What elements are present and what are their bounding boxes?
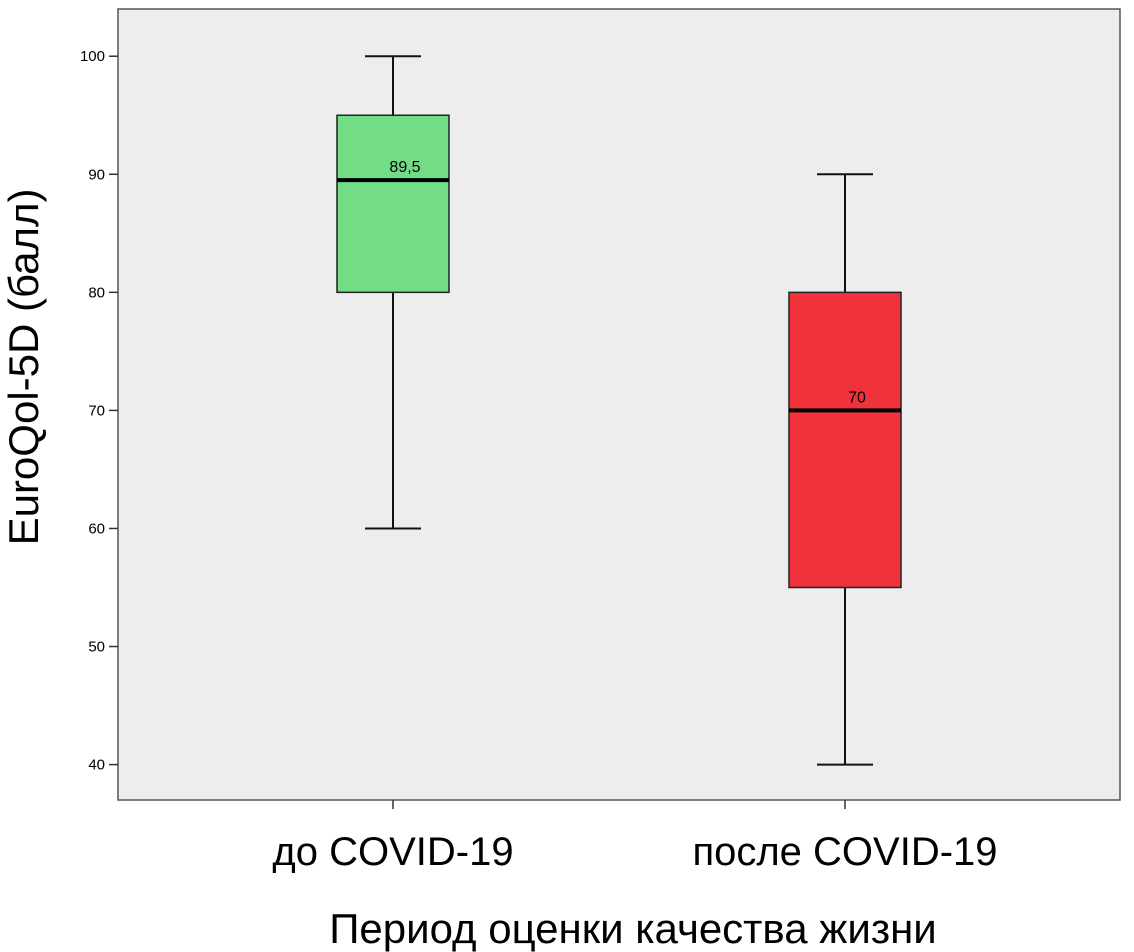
median-label: 89,5 — [389, 159, 420, 176]
y-tick-label: 100 — [80, 48, 105, 65]
y-tick-label: 60 — [88, 520, 105, 537]
box-2: 70 — [788, 173, 902, 766]
median-label: 70 — [848, 389, 866, 406]
box-1: 89,5 — [336, 55, 450, 530]
boxes: 89,5 70 — [336, 55, 902, 766]
iqr-box — [788, 291, 902, 589]
iqr-box — [336, 114, 450, 294]
x-axis-title: Период оценки качества жизни — [329, 905, 937, 952]
y-tick-label: 80 — [88, 284, 105, 301]
x-tick-label: после COVID-19 — [692, 830, 997, 874]
y-axis-title: EuroQol-5D (балл) — [0, 189, 47, 546]
x-axis: до COVID-19 после COVID-19 — [272, 800, 998, 874]
y-axis: 40 50 60 70 80 90 100 — [80, 48, 118, 774]
y-tick-label: 50 — [88, 639, 105, 656]
y-tick-label: 70 — [88, 402, 105, 419]
y-tick-label: 40 — [88, 757, 105, 774]
plot-area — [117, 8, 1121, 801]
x-tick-label: до COVID-19 — [272, 830, 513, 874]
y-tick-label: 90 — [88, 166, 105, 183]
